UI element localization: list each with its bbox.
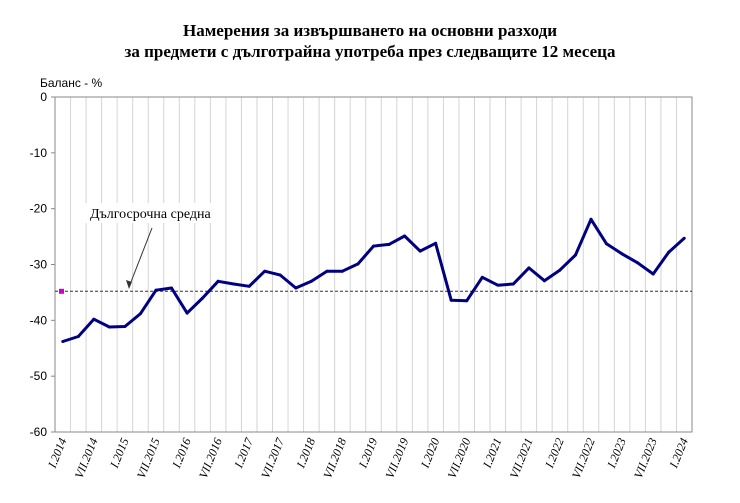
x-tick-label: I.2014 <box>45 436 70 471</box>
data-point <box>620 252 624 256</box>
data-point <box>387 242 391 246</box>
x-tick-label: I.2016 <box>169 436 194 471</box>
x-tick-label: I.2017 <box>231 435 256 471</box>
x-tick-label: I.2015 <box>107 436 132 471</box>
data-point <box>589 217 593 221</box>
data-point <box>527 266 531 270</box>
x-tick-label: I.2022 <box>542 436 567 471</box>
data-point <box>465 299 469 303</box>
data-point <box>356 262 360 266</box>
x-tick-label: I.2023 <box>604 436 629 471</box>
data-point <box>76 335 80 339</box>
data-point <box>667 250 671 254</box>
data-point <box>651 272 655 276</box>
data-point <box>92 317 96 321</box>
data-point <box>434 241 438 245</box>
x-tick-label: VII.2022 <box>569 436 598 480</box>
x-tick-label: VII.2023 <box>631 436 660 480</box>
x-tick-label: VII.2016 <box>196 436 225 480</box>
data-point <box>294 286 298 290</box>
annotation-background <box>85 203 220 223</box>
y-tick-label: -30 <box>30 258 48 272</box>
chart-title-line-2: за предмети с дълготрайна употреба през … <box>124 42 616 61</box>
data-point <box>309 279 313 283</box>
data-point <box>340 269 344 273</box>
y-tick-label: -10 <box>30 146 48 160</box>
chart-title-line-1: Намерения за извършването на основни раз… <box>183 21 557 40</box>
data-point <box>263 269 267 273</box>
data-point <box>216 279 220 283</box>
data-point <box>558 268 562 272</box>
arrow-head-icon <box>126 280 132 289</box>
data-point <box>201 296 205 300</box>
data-point <box>138 312 142 316</box>
x-tick-label: I.2021 <box>480 436 505 471</box>
data-point <box>247 284 251 288</box>
x-tick-label: VII.2020 <box>445 436 474 480</box>
data-point <box>418 249 422 253</box>
data-point <box>682 236 686 240</box>
x-tick-label: VII.2021 <box>507 436 536 480</box>
data-point <box>573 253 577 257</box>
annotation-arrow <box>128 227 153 288</box>
y-tick-label: -40 <box>30 313 48 327</box>
x-tick-label: VII.2018 <box>320 436 349 480</box>
x-tick-label: I.2019 <box>355 436 380 471</box>
average-marker <box>59 288 64 294</box>
data-point <box>278 273 282 277</box>
y-tick-label: -50 <box>30 369 48 383</box>
data-point <box>605 242 609 246</box>
series-line <box>62 217 686 343</box>
data-point <box>123 324 127 328</box>
y-tick-label: -20 <box>30 202 48 216</box>
x-tick-label: VII.2019 <box>383 436 412 480</box>
data-point <box>403 234 407 238</box>
x-tick-label: VII.2014 <box>72 436 101 480</box>
data-point <box>480 275 484 279</box>
x-tick-label: VII.2017 <box>258 435 287 480</box>
average-annotation: Дългосрочна средна <box>90 207 211 222</box>
data-point <box>107 325 111 329</box>
y-tick-label: 0 <box>40 90 47 104</box>
data-point <box>496 283 500 287</box>
x-tick-label: I.2018 <box>293 436 318 471</box>
x-tick-label: I.2024 <box>666 436 691 471</box>
y-tick-label: -60 <box>30 425 48 439</box>
data-point <box>185 311 189 315</box>
x-tick-label: VII.2015 <box>134 436 163 480</box>
data-point <box>325 269 329 273</box>
data-point <box>170 286 174 290</box>
data-point <box>232 282 236 286</box>
data-point <box>449 298 453 302</box>
data-point <box>61 340 65 344</box>
plot-frame <box>54 96 693 433</box>
data-point <box>372 244 375 248</box>
data-point <box>154 288 158 292</box>
data-point <box>542 279 546 283</box>
data-point <box>511 282 515 286</box>
x-tick-label: I.2020 <box>417 436 442 471</box>
data-point <box>636 261 640 265</box>
y-axis-label: Баланс - % <box>40 76 103 90</box>
